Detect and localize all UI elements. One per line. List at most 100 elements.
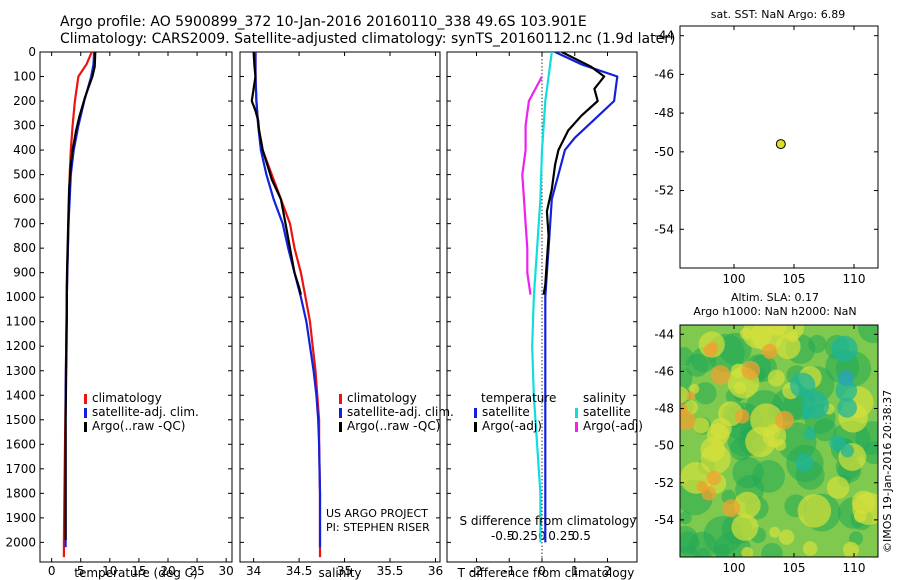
sla-map-ticks: 100 105 110 -44 -46 -48 -50 -52 -54 bbox=[654, 325, 878, 575]
legend-swatch bbox=[474, 422, 477, 432]
temperature-panel: 0 5 10 15 20 25 300100200300400500600700800900… bbox=[5, 45, 233, 580]
legend-swatch bbox=[339, 422, 342, 432]
y-tick-label: -46 bbox=[654, 67, 674, 81]
y-tick-label: -54 bbox=[654, 513, 674, 527]
sla-blob bbox=[680, 526, 699, 553]
legend-label: Argo(-adj) bbox=[583, 419, 643, 433]
y-tick-label: 0 bbox=[28, 45, 36, 59]
x-tick-label: 34.5 bbox=[286, 564, 313, 578]
sla-blob bbox=[775, 410, 794, 430]
sla-blob bbox=[750, 325, 784, 352]
y-tick-label: 1900 bbox=[5, 511, 36, 525]
map-title: sat. SST: NaN Argo: 6.89 bbox=[711, 8, 845, 21]
y-tick-label: 800 bbox=[13, 241, 36, 255]
legend-label: satellite-adj. clim. bbox=[92, 405, 199, 419]
x-tick-label: -1 bbox=[503, 564, 515, 578]
sla-blob bbox=[761, 542, 783, 557]
y-tick-label: 1500 bbox=[5, 413, 36, 427]
s-tick-label: 0.5 bbox=[572, 529, 591, 543]
legend-swatch bbox=[84, 422, 87, 432]
legend-swatch bbox=[474, 408, 477, 418]
series-line bbox=[544, 52, 619, 543]
y-tick-label: 1400 bbox=[5, 388, 36, 402]
legend-swatch bbox=[575, 422, 578, 432]
sla-heatmap bbox=[680, 325, 878, 557]
y-tick-label: 400 bbox=[13, 143, 36, 157]
x-tick-label: 34 bbox=[246, 564, 261, 578]
y-tick-label: -54 bbox=[654, 222, 674, 236]
sla-blob bbox=[801, 409, 812, 421]
sla-blob bbox=[741, 360, 761, 380]
project-annotation: US ARGO PROJECT bbox=[326, 507, 428, 520]
sla-blob bbox=[694, 382, 717, 405]
difference-axis-ticks: -2 -1 0 1 2-0.5-0.25 0 0.250.5 bbox=[447, 51, 637, 578]
legend-label: satellite bbox=[583, 405, 631, 419]
location-map-points bbox=[775, 139, 786, 150]
y-tick-label: 700 bbox=[13, 217, 36, 231]
title-line-1: Argo profile: AO 5900899_372 10-Jan-2016… bbox=[60, 14, 587, 30]
sla-blob bbox=[802, 541, 818, 556]
legend-label: Argo(..raw -QC) bbox=[92, 419, 185, 433]
y-tick-label: 1600 bbox=[5, 437, 36, 451]
legend-swatch bbox=[84, 408, 87, 418]
sla-blob bbox=[734, 409, 750, 424]
sla-blob bbox=[703, 343, 718, 358]
y-tick-label: 1300 bbox=[5, 364, 36, 378]
legend-swatch bbox=[339, 408, 342, 418]
sla-blob bbox=[752, 460, 785, 493]
x-tick-label: 5 bbox=[77, 564, 85, 578]
x-tick-label: 0 bbox=[538, 564, 546, 578]
sla-blob bbox=[857, 325, 878, 344]
difference-legend: temperature salinitysatelliteArgo(-adj)sa… bbox=[474, 391, 643, 433]
legend-label: climatology bbox=[347, 391, 417, 405]
s-tick-label: -0.5 bbox=[491, 529, 514, 543]
salinity-series bbox=[250, 52, 322, 558]
location-map-panel: sat. SST: NaN Argo: 6.89 100 105 110 -44 -46… bbox=[654, 8, 879, 286]
sla-blob bbox=[734, 491, 761, 519]
y-tick-label: 900 bbox=[13, 266, 36, 280]
title-line-2: Climatology: CARS2009. Satellite-adjuste… bbox=[60, 31, 675, 47]
sla-blob bbox=[680, 386, 689, 404]
salinity-xlabel: salinity bbox=[318, 566, 361, 580]
x-tick-label: 2 bbox=[604, 564, 612, 578]
s-tick-label: 0 bbox=[538, 529, 546, 543]
location-map-axes-box bbox=[679, 25, 879, 269]
sla-map-panel: Altim. SLA: 0.17 Argo h1000: NaN h2000: … bbox=[654, 291, 894, 575]
imos-stamp: ©IMOS 19-Jan-2016 20:38:37 bbox=[881, 390, 894, 553]
sla-blob bbox=[838, 370, 854, 386]
x-tick-label: 105 bbox=[783, 272, 806, 286]
argo-location-marker bbox=[775, 139, 786, 150]
sla-blob bbox=[710, 417, 732, 440]
sla-blob bbox=[837, 397, 858, 418]
x-tick-label: -2 bbox=[470, 564, 482, 578]
temperature-xlabel: temperature (deg C) bbox=[74, 566, 197, 580]
y-tick-label: 1800 bbox=[5, 486, 36, 500]
x-tick-label: 20 bbox=[160, 564, 175, 578]
sla-blob bbox=[680, 403, 688, 416]
x-tick-label: 110 bbox=[843, 561, 866, 575]
legend-swatch bbox=[339, 394, 342, 404]
y-tick-label: 1100 bbox=[5, 315, 36, 329]
legend-label: satellite bbox=[482, 405, 530, 419]
series-line bbox=[254, 52, 322, 548]
sla-blob bbox=[686, 391, 696, 401]
x-tick-label: 35 bbox=[337, 564, 352, 578]
sla-blob bbox=[696, 480, 708, 492]
series-line bbox=[64, 52, 97, 540]
series-line bbox=[542, 52, 606, 295]
sla-blob bbox=[706, 470, 722, 486]
series-line bbox=[254, 52, 322, 558]
y-tick-label: 600 bbox=[13, 192, 36, 206]
sla-blob bbox=[762, 343, 778, 359]
sla-blob bbox=[803, 427, 817, 440]
sla-title-line-1: Altim. SLA: 0.17 bbox=[731, 291, 819, 304]
y-tick-label: 2000 bbox=[5, 535, 36, 549]
location-map-ticks: 100 105 110 -44 -46 -48 -50 -52 -54 bbox=[654, 26, 878, 286]
y-tick-label: 500 bbox=[13, 168, 36, 182]
x-tick-label: 1 bbox=[571, 564, 579, 578]
temperature-axis-ticks: 0 5 10 15 20 25 300100200300400500600700800900… bbox=[5, 45, 233, 578]
x-tick-label: 0 bbox=[48, 564, 56, 578]
temperature-series bbox=[62, 52, 97, 558]
